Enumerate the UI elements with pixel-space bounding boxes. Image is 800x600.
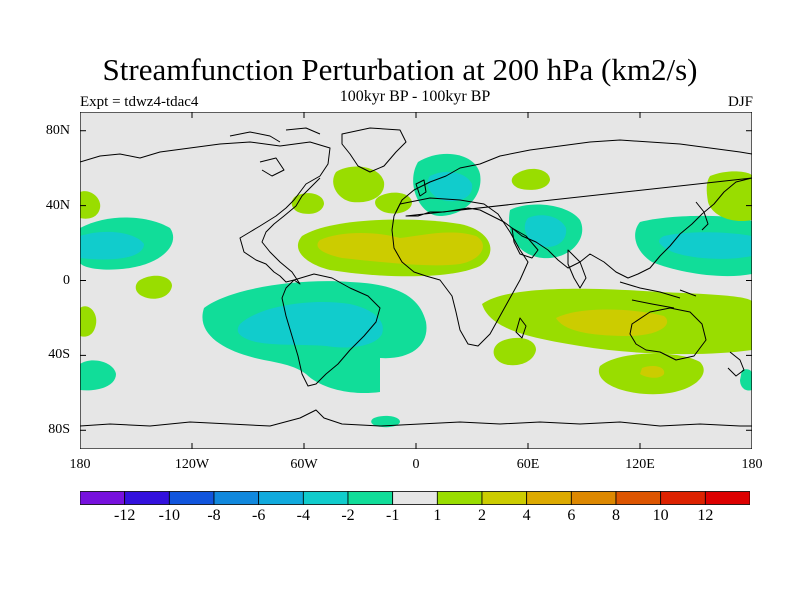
lat-tick-label: 40N	[45, 197, 70, 213]
lat-tick-label: 0	[63, 272, 70, 288]
lat-tick-label: 40S	[48, 347, 70, 363]
coastline-madagascar	[515, 317, 527, 339]
coastline-greenland	[341, 127, 407, 173]
colorbar-swatch	[526, 491, 572, 505]
contour-fill-pos-scpac	[80, 306, 97, 337]
colorbar-swatch	[660, 491, 706, 505]
colorbar-label: -2	[341, 507, 355, 524]
contour-fill-pos-satl	[493, 337, 536, 366]
coastlines	[80, 127, 752, 427]
colorbar-label: -6	[251, 507, 266, 524]
contour-fill-pos-siberia	[511, 168, 550, 190]
contour-fill-neg2-samerica	[237, 302, 383, 348]
coastline-north-america	[80, 141, 331, 285]
coastline-new-zealand	[727, 351, 745, 377]
lon-tick-label: 60W	[290, 457, 318, 472]
experiment-label: Expt = tdwz4-tdac4	[80, 94, 199, 110]
contour-fill-pos-epac	[135, 275, 172, 299]
contour-fill-neg2-wpac	[659, 232, 752, 259]
colorbar-swatch	[347, 491, 394, 505]
contour-fill-pos2-tropatl	[317, 232, 483, 266]
coastline-arabia	[511, 227, 539, 259]
shading-layer	[80, 153, 752, 428]
lon-tick-label: 180	[741, 457, 763, 472]
colorbar-label: -10	[158, 507, 180, 524]
contour-fill-pos2-sindian	[640, 366, 665, 378]
lon-tick-label: 120E	[625, 457, 655, 472]
lon-tick-label: 0	[412, 457, 420, 472]
colorbar-swatch	[80, 491, 126, 505]
season-label: DJF	[727, 94, 753, 110]
colorbar-swatch	[481, 491, 528, 505]
coastline-british-isles	[415, 179, 427, 197]
contour-fill-pos-greenland	[333, 166, 385, 203]
colorbar-label: -8	[207, 507, 221, 524]
coastline-indonesia	[619, 281, 697, 309]
contour-fill-pos-scand	[375, 192, 412, 214]
coastline-japan	[695, 201, 709, 231]
contour-fill-pos-npac-east	[706, 171, 752, 222]
contour-fill-neg-antarctic	[371, 415, 400, 428]
chart-subtitle: 100kyr BP - 100kyr BP	[339, 88, 491, 105]
colorbar-swatch	[615, 491, 662, 505]
contour-fill-neg2-epac	[80, 231, 144, 260]
lon-tick-label: 120W	[174, 457, 210, 472]
coastline-south-america	[281, 273, 381, 387]
colorbar-swatch	[124, 491, 170, 505]
colorbar-swatch	[704, 491, 750, 505]
colorbar-label: 12	[697, 507, 714, 524]
colorbar-label: 10	[652, 507, 669, 524]
coastline-africa	[391, 197, 529, 347]
colorbar-label: -4	[296, 507, 310, 524]
colorbar-label: 6	[567, 507, 576, 524]
colorbar-swatch	[213, 491, 260, 505]
map-ticks	[80, 112, 752, 449]
colorbar-swatch	[392, 491, 438, 505]
colorbar-label: -12	[113, 507, 136, 524]
map-panel	[80, 112, 752, 449]
lat-tick-label: 80N	[45, 122, 70, 138]
map-background	[80, 112, 752, 449]
coastline-india	[567, 249, 587, 289]
colorbar-swatch	[302, 491, 349, 505]
contour-fill-neg-spac	[80, 360, 116, 391]
coastline-australia	[629, 307, 707, 361]
coastline-arctic-islands	[229, 127, 321, 177]
colorbar-swatch	[258, 491, 304, 505]
contour-fill-pos-nwatl	[291, 193, 324, 214]
contour-fill-pos2-indian	[556, 309, 668, 336]
colorbar-swatch	[436, 491, 483, 505]
contour-fill-neg-spac-east	[740, 369, 752, 391]
colorbar-label: -1	[385, 507, 400, 524]
colorbar-label: 2	[478, 507, 486, 524]
coastline-antarctica	[80, 409, 752, 427]
colorbar-swatch	[570, 491, 617, 505]
contour-fill-neg2-asia	[524, 215, 567, 248]
colorbar	[80, 491, 750, 505]
colorbar-swatch	[168, 491, 215, 505]
lon-tick-label: 180	[69, 457, 91, 472]
colorbar-label: 1	[433, 507, 442, 524]
contour-fill-pos-npac	[80, 191, 101, 219]
lon-tick-label: 60E	[516, 457, 540, 472]
chart-title: Streamfunction Perturbation at 200 hPa (…	[102, 52, 698, 87]
lat-tick-label: 80S	[48, 422, 70, 438]
colorbar-label: 4	[522, 507, 531, 524]
colorbar-label: 8	[612, 507, 620, 524]
